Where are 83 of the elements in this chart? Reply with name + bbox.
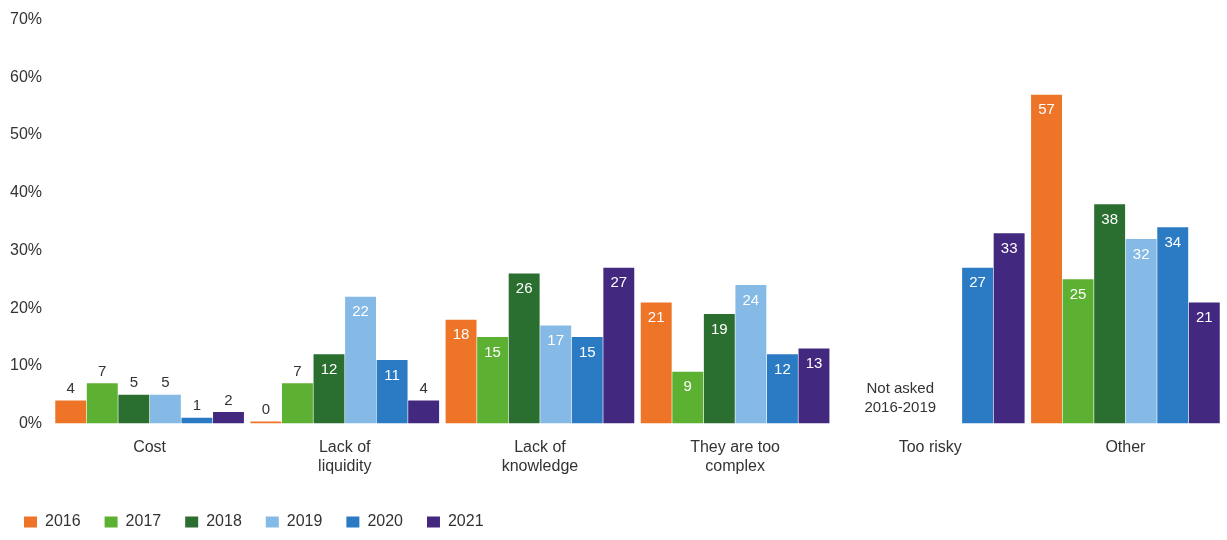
bar [1031, 94, 1062, 424]
data-label: 12 [320, 359, 338, 377]
bar [345, 296, 376, 424]
x-tick-label: They are too complex [690, 437, 781, 474]
bar [640, 302, 672, 424]
data-label: 9 [683, 377, 692, 395]
bar [1188, 302, 1220, 424]
bar [281, 383, 313, 424]
data-label: 17 [547, 331, 565, 349]
data-label: 15 [484, 342, 501, 360]
data-label: 7 [98, 361, 107, 379]
data-label: 21 [1195, 308, 1213, 326]
data-label: 4 [419, 379, 428, 397]
data-label: 5 [129, 373, 138, 391]
data-label: 13 [805, 354, 823, 372]
legend-label: 2021 [447, 512, 484, 530]
data-label: 0 [261, 400, 271, 418]
bar [1157, 227, 1189, 424]
x-tick-label: Lack of liquidity [318, 437, 372, 474]
bar [86, 383, 118, 424]
bar [672, 371, 704, 424]
legend-label: 2020 [367, 512, 404, 530]
data-label: 33 [1000, 238, 1018, 256]
data-label: 12 [774, 359, 791, 377]
data-label: 25 [1069, 284, 1087, 302]
legend-label: 2019 [286, 512, 323, 530]
legend-label: 2017 [125, 512, 162, 530]
legend-label: 2018 [206, 512, 242, 530]
data-label: 32 [1132, 244, 1150, 262]
data-label: 27 [969, 273, 986, 291]
data-label: 22 [352, 302, 369, 320]
x-tick-label: Too risky [898, 437, 962, 455]
data-label: 2 [224, 390, 233, 408]
data-label: 27 [610, 273, 628, 291]
data-label: 7 [293, 361, 302, 379]
data-label: 15 [578, 342, 596, 360]
data-label: 5 [161, 373, 170, 391]
bar [766, 354, 798, 424]
bar [313, 354, 345, 424]
y-tick-label: 0% [18, 414, 43, 432]
y-tick-label: 40% [9, 183, 43, 201]
bar [603, 267, 635, 424]
bar [703, 313, 735, 424]
bar [445, 319, 477, 424]
x-tick-label: Cost [133, 437, 167, 455]
data-label: 57 [1038, 100, 1055, 118]
y-tick-label: 20% [9, 298, 43, 316]
bar [376, 360, 408, 424]
bar [1094, 204, 1126, 424]
bar [571, 337, 603, 424]
data-label: 34 [1164, 233, 1182, 251]
x-tick-label: Lack of knowledge [501, 437, 579, 474]
y-tick-label: 60% [9, 67, 43, 85]
y-tick-label: 10% [9, 356, 43, 374]
annotation: Not asked 2016-2019 [864, 379, 937, 416]
y-tick-label: 50% [9, 125, 43, 143]
bar [962, 267, 994, 424]
bar [477, 337, 509, 424]
bar [993, 233, 1025, 424]
legend-label: 2016 [45, 512, 81, 530]
bar [735, 285, 767, 424]
bar [118, 394, 150, 424]
data-label: 21 [647, 308, 665, 326]
y-tick-label: 30% [9, 240, 43, 258]
y-tick-label: 70% [9, 10, 43, 28]
bar [798, 348, 830, 424]
bar [508, 273, 540, 424]
bar [408, 400, 440, 424]
bar [1125, 238, 1157, 424]
data-label: 26 [515, 279, 533, 297]
x-tick-label: Other [1105, 437, 1147, 455]
bar [55, 400, 87, 424]
data-label: 11 [384, 365, 400, 383]
data-label: 19 [710, 319, 728, 337]
bar [213, 412, 244, 424]
data-label: 24 [742, 290, 760, 308]
data-label: 38 [1101, 209, 1118, 227]
data-label: 18 [452, 325, 470, 343]
data-label: 4 [66, 379, 75, 397]
bar [149, 394, 181, 424]
data-label: 1 [192, 396, 202, 414]
bar [1062, 279, 1094, 424]
bar [540, 325, 572, 424]
